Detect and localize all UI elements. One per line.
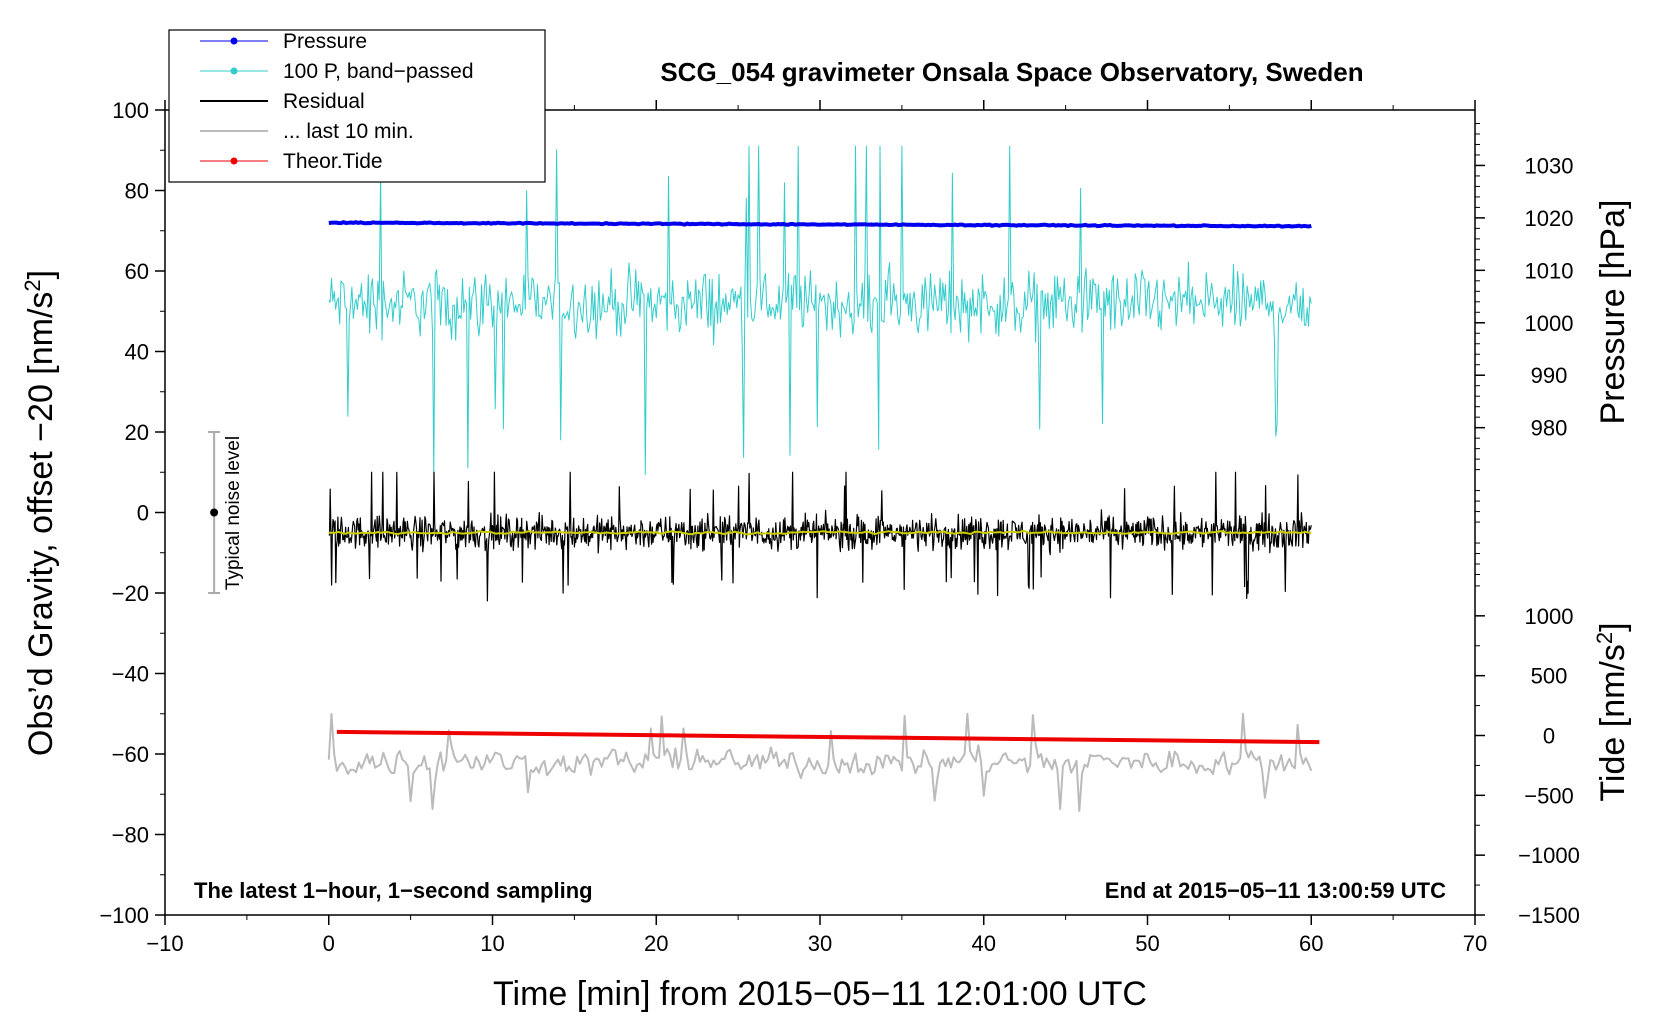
y-tick-label-main: 100 (112, 98, 149, 123)
y-tick-label-tide: −500 (1524, 783, 1574, 808)
x-tick-label: 70 (1463, 931, 1487, 956)
y-tick-label-pressure: 980 (1531, 416, 1568, 441)
noise-center-dot (210, 508, 219, 517)
legend-items: Pressure 100 P, band−passed Residual ... la… (200, 30, 474, 173)
y-tick-label-tide: 1000 (1525, 604, 1574, 629)
legend-marker (230, 157, 238, 165)
x-tick-label: 0 (323, 931, 335, 956)
y-axis-label-main-sup: 2 (20, 279, 45, 291)
legend-box (168, 29, 546, 183)
x-tick-label: 10 (480, 931, 504, 956)
y-axis-label-pressure: Pressure [hPa] (1594, 200, 1632, 425)
y-tick-label-main: −60 (112, 742, 149, 767)
legend: Pressure 100 P, band−passed Residual ... la… (168, 29, 546, 183)
chart-title: SCG_054 gravimeter Onsala Space Observat… (660, 57, 1363, 87)
x-tick-label: 50 (1135, 931, 1159, 956)
y-axis-label-tide: Tide [nm/s2] (1592, 622, 1632, 801)
legend-marker (230, 37, 238, 45)
y-tick-label-tide: −1500 (1518, 903, 1580, 928)
legend-label: ... last 10 min. (283, 120, 414, 143)
x-tick-label: −10 (146, 931, 183, 956)
y-axis-label-tide-text: Tide [nm/s (1594, 644, 1632, 801)
y-axis-label-tide-sup: 2 (1592, 632, 1617, 644)
y-tick-label-tide: 500 (1531, 664, 1568, 689)
y-tick-label-pressure: 1000 (1525, 311, 1574, 336)
y-tick-label-main: 60 (125, 259, 149, 284)
legend-label: 100 P, band−passed (283, 60, 474, 83)
end-time-note: End at 2015−05−11 13:00:59 UTC (1105, 878, 1446, 903)
data-series (327, 145, 1320, 812)
y-tick-label-main: 20 (125, 420, 149, 445)
x-tick-label: 20 (644, 931, 668, 956)
y-axis-label-main: Obs’d Gravity, offset −20 [nm/s2] (20, 270, 60, 756)
legend-label: Pressure (283, 30, 367, 53)
y-tick-label-pressure: 1020 (1525, 206, 1574, 231)
legend-marker (230, 67, 238, 75)
legend-label: Theor.Tide (283, 150, 383, 173)
y-tick-label-main: 0 (137, 501, 149, 526)
noise-label: Typical noise level (223, 436, 244, 590)
y-tick-label-tide: −1000 (1518, 843, 1580, 868)
y-tick-label-tide: 0 (1543, 724, 1555, 749)
series-bandpassed-pressure (328, 145, 1312, 476)
x-axis-label: Time [min] from 2015−05−11 12:01:00 UTC (493, 975, 1147, 1013)
y-tick-label-pressure: 1030 (1525, 153, 1574, 178)
y-tick-label-pressure: 990 (1531, 363, 1568, 388)
y-axis-label-main-text: Obs’d Gravity, offset −20 [nm/s (22, 292, 60, 757)
series-pressure (328, 220, 1312, 229)
series-theoretical-tide (336, 729, 1320, 745)
noise-indicator: Typical noise level (208, 431, 244, 594)
series-last-10-min (327, 712, 1313, 812)
x-tick-label: 30 (808, 931, 832, 956)
y-tick-label-main: −80 (112, 823, 149, 848)
axis-ticks: −10 0 10 20 30 40 50 60 70100806040200−20−40−60−… (99, 98, 1579, 956)
sampling-note: The latest 1−hour, 1−second sampling (194, 878, 593, 903)
y-axis-label-main-end: ] (22, 270, 60, 279)
y-axis-label-tide-end: ] (1594, 622, 1632, 631)
series-residual-mean (328, 529, 1312, 536)
series-residual (328, 471, 1312, 602)
y-tick-label-main: 80 (125, 179, 149, 204)
y-tick-label-main: −20 (112, 581, 149, 606)
x-tick-label: 40 (972, 931, 996, 956)
x-tick-label: 60 (1299, 931, 1323, 956)
legend-label: Residual (283, 90, 365, 113)
y-tick-label-pressure: 1010 (1525, 258, 1574, 283)
y-tick-label-main: −100 (99, 903, 149, 928)
y-tick-label-main: 40 (125, 340, 149, 365)
y-tick-label-main: −40 (112, 662, 149, 687)
plot-frame (164, 109, 1476, 916)
